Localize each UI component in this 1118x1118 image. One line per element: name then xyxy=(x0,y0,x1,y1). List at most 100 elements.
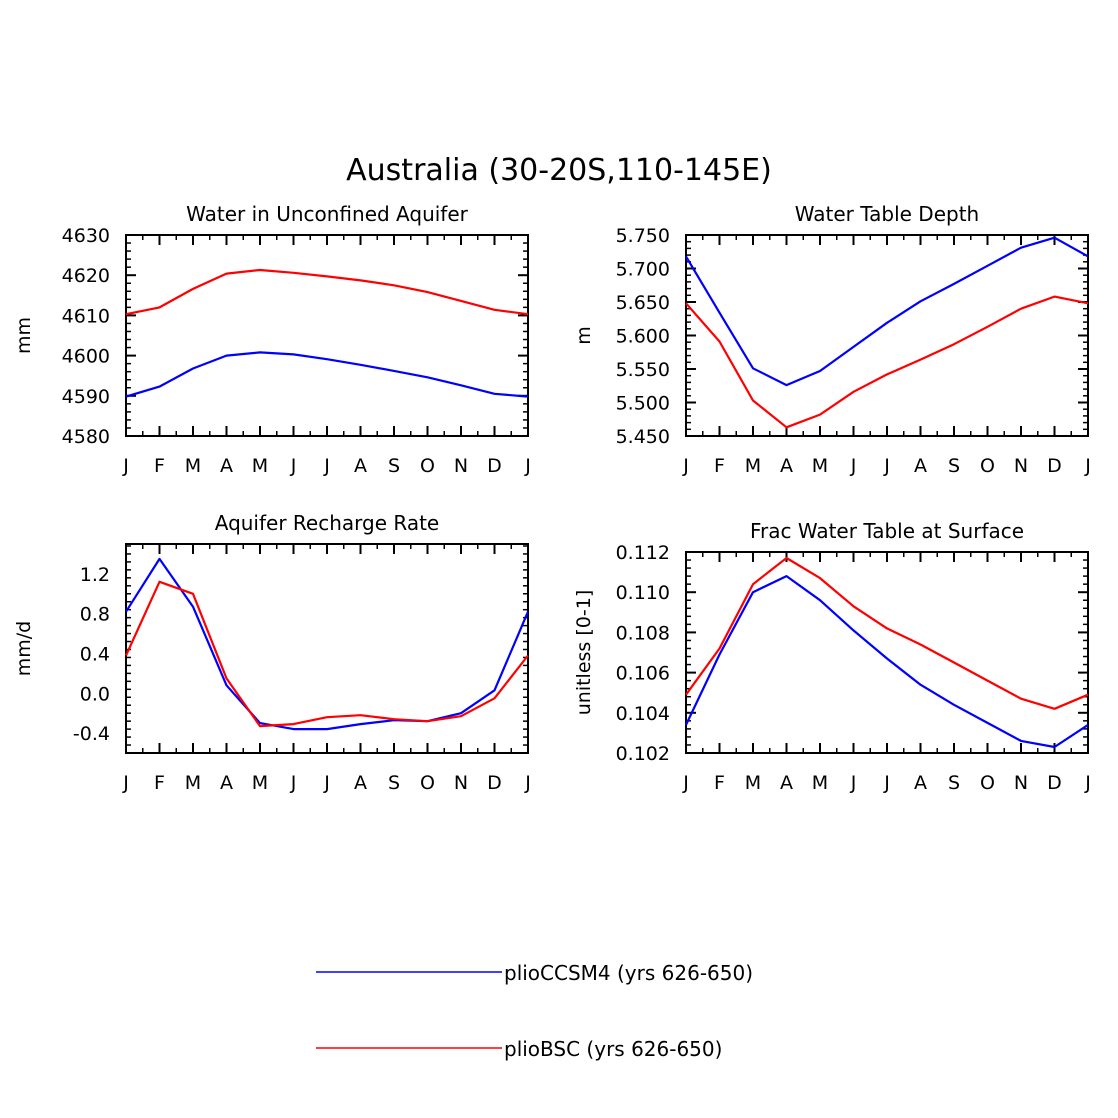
legend-label-pliobsc: plioBSC (yrs 626-650) xyxy=(504,1037,722,1061)
series-line-plioccsm4 xyxy=(125,557,530,731)
plot-frame xyxy=(685,551,1089,754)
series-line-plioccsm4 xyxy=(685,574,1089,749)
y-tick-label: 1.2 xyxy=(80,564,110,586)
y-tick-label: 4630 xyxy=(62,225,110,247)
x-tick-label: J xyxy=(524,455,531,477)
x-tick-label: D xyxy=(1047,455,1062,477)
x-tick-label: F xyxy=(714,772,725,794)
series-line-plioccsm4 xyxy=(685,236,1089,387)
x-tick-label: J xyxy=(850,772,857,794)
y-tick-label: 0.106 xyxy=(616,663,670,685)
x-tick-label: A xyxy=(780,455,793,477)
y-tick-label: 0.0 xyxy=(80,683,110,705)
y-axis-label: mm xyxy=(13,317,35,354)
series-line-pliobsc xyxy=(685,556,1089,710)
x-tick-label: J xyxy=(122,455,129,477)
x-tick-label: O xyxy=(420,455,435,477)
y-tick-label: 5.600 xyxy=(616,326,670,348)
y-tick-label: 4600 xyxy=(62,346,110,368)
y-axis-label: unitless [0-1] xyxy=(573,590,595,715)
chart-frac-water-table-at-surface: Frac Water Table at Surface unitless [0-1… xyxy=(573,519,1091,794)
x-tick-label: M xyxy=(185,772,201,794)
y-tick-label: 0.4 xyxy=(80,643,110,665)
x-tick-label: A xyxy=(220,772,233,794)
legend-label-plioccsm4: plioCCSM4 (yrs 626-650) xyxy=(504,961,753,985)
x-tick-label: M xyxy=(812,455,828,477)
x-tick-label: M xyxy=(185,455,201,477)
x-tick-label: A xyxy=(354,455,367,477)
y-tick-label: 5.550 xyxy=(616,359,670,381)
x-tick-label: S xyxy=(388,455,400,477)
x-tick-label: N xyxy=(1014,772,1028,794)
x-tick-label: N xyxy=(1014,455,1028,477)
x-tick-label: N xyxy=(454,455,468,477)
x-tick-label: S xyxy=(948,772,960,794)
plot-frame xyxy=(125,543,529,754)
y-tick-label: 4590 xyxy=(62,386,110,408)
y-tick-label: 4610 xyxy=(62,305,110,327)
plot-frame xyxy=(125,234,529,437)
x-tick-label: O xyxy=(420,772,435,794)
y-tick-label: 5.700 xyxy=(616,259,670,281)
x-tick-label: O xyxy=(980,772,995,794)
x-tick-label: A xyxy=(780,772,793,794)
x-tick-label: J xyxy=(290,772,297,794)
x-tick-label: N xyxy=(454,772,468,794)
x-tick-label: D xyxy=(487,772,502,794)
x-tick-label: A xyxy=(914,772,927,794)
x-tick-label: O xyxy=(980,455,995,477)
y-tick-label: 5.650 xyxy=(616,292,670,314)
x-tick-label: J xyxy=(1084,772,1091,794)
y-tick-label: 5.500 xyxy=(616,393,670,415)
series-line-pliobsc xyxy=(124,580,529,728)
x-tick-label: D xyxy=(1047,772,1062,794)
figure-title: Australia (30-20S,110-145E) xyxy=(346,153,772,188)
y-tick-label: 0.108 xyxy=(616,622,670,644)
x-tick-label: J xyxy=(883,772,890,794)
series-line-plioccsm4 xyxy=(125,351,529,398)
x-tick-label: M xyxy=(745,455,761,477)
x-tick-label: J xyxy=(290,455,297,477)
panel-title: Aquifer Recharge Rate xyxy=(215,511,440,535)
x-tick-label: J xyxy=(524,772,531,794)
y-tick-label: 0.104 xyxy=(616,703,670,725)
x-tick-label: M xyxy=(745,772,761,794)
x-tick-label: J xyxy=(323,772,330,794)
y-tick-label: 5.450 xyxy=(616,426,670,448)
x-tick-label: F xyxy=(154,772,165,794)
x-tick-label: F xyxy=(154,455,165,477)
x-tick-label: J xyxy=(1084,455,1091,477)
x-tick-label: M xyxy=(812,772,828,794)
y-axis-label: mm/d xyxy=(13,621,35,676)
y-tick-label: 0.112 xyxy=(616,542,670,564)
panel-title: Frac Water Table at Surface xyxy=(750,519,1024,543)
x-tick-label: J xyxy=(682,772,689,794)
y-tick-label: 0.102 xyxy=(616,743,670,765)
x-tick-label: M xyxy=(252,772,268,794)
x-tick-label: A xyxy=(914,455,927,477)
x-tick-label: A xyxy=(354,772,367,794)
x-tick-label: J xyxy=(323,455,330,477)
panel-title: Water in Unconfined Aquifer xyxy=(186,202,469,226)
y-tick-label: 4620 xyxy=(62,265,110,287)
y-tick-label: 5.750 xyxy=(616,225,670,247)
x-tick-label: M xyxy=(252,455,268,477)
x-tick-label: S xyxy=(388,772,400,794)
panel-title: Water Table Depth xyxy=(795,202,979,226)
series-line-pliobsc xyxy=(125,268,529,316)
x-tick-label: A xyxy=(220,455,233,477)
y-tick-label: 0.110 xyxy=(616,582,670,604)
legend: plioCCSM4 (yrs 626-650) plioBSC (yrs 626… xyxy=(316,961,753,1061)
y-tick-label: 4580 xyxy=(62,426,110,448)
x-tick-label: J xyxy=(883,455,890,477)
x-tick-label: J xyxy=(850,455,857,477)
x-tick-label: S xyxy=(948,455,960,477)
x-tick-label: D xyxy=(487,455,502,477)
x-tick-label: J xyxy=(122,772,129,794)
y-tick-label: 0.8 xyxy=(80,604,110,626)
x-tick-label: J xyxy=(682,455,689,477)
